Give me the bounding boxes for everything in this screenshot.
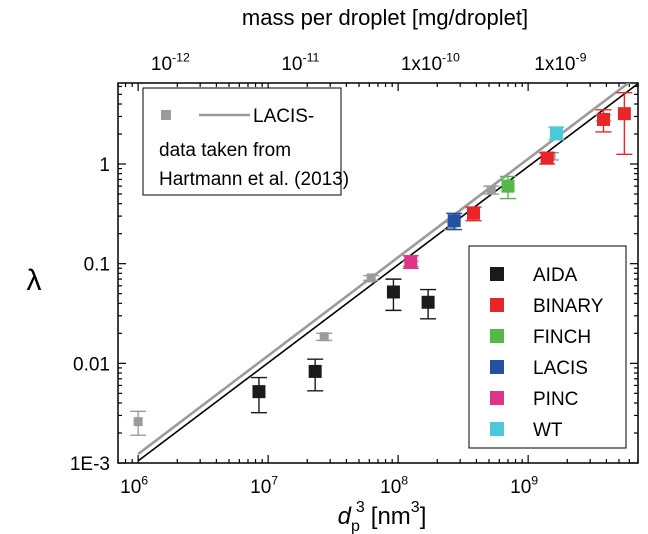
top-axis-tick-label: 10-12 [151, 50, 190, 75]
legend-label-wt: WT [533, 420, 563, 441]
binary-point [467, 206, 481, 220]
top-axis-tick-label: 1x10-9 [534, 50, 586, 75]
binary-point [540, 151, 554, 165]
top-axis-tick-label-base: 1x10 [401, 54, 442, 75]
binary-point [597, 112, 611, 126]
pinc-point [404, 255, 418, 269]
top-axis-tick-label-base: 10 [281, 54, 302, 75]
legend-label-finch: FINCH [533, 327, 591, 348]
legend: AIDA BINARY FINCH LACIS PINC WT [468, 245, 627, 449]
legend-hartmann-line2: data taken from [159, 140, 291, 161]
fit-line [137, 83, 638, 462]
legend-label-aida: AIDA [533, 265, 578, 286]
legend-marker-aida [490, 267, 504, 281]
top-axis-tick-label: 10-11 [281, 50, 319, 75]
legend-hartmann: LACIS- data taken from Hartmann et al. (… [142, 87, 349, 196]
hartmann-point [486, 185, 496, 195]
x-tick-label-exponent: 7 [271, 473, 278, 487]
x-tick-label: 108 [380, 473, 408, 498]
hartmann-point [133, 417, 143, 427]
legend-marker-lacis [490, 360, 504, 374]
y-tick-label: 0.01 [73, 354, 110, 375]
x-tick-label-exponent: 8 [401, 473, 408, 487]
x-tick-label-exponent: 9 [531, 473, 538, 487]
aida-point [308, 364, 322, 378]
aida-point [252, 385, 266, 399]
legend-marker-binary [490, 298, 504, 312]
legend-label-lacis: LACIS [533, 358, 588, 379]
x-axis-title-unit-exponent: 3 [411, 499, 420, 516]
x-tick-label-base: 10 [510, 477, 531, 498]
legend-marker-wt [490, 422, 504, 436]
lacis-point [447, 214, 461, 228]
x-tick-label: 107 [250, 473, 278, 498]
y-axis-title: λ [27, 264, 42, 297]
top-axis-ticks: 10-12 10-11 1x10-10 1x10-9 [151, 50, 587, 75]
x-axis-title-unit: [nm [371, 503, 411, 530]
x-axis-title-bracket: ] [420, 503, 427, 530]
legend-label-pinc: PINC [533, 389, 578, 410]
top-axis-tick-label-exponent: -10 [442, 50, 460, 64]
hartmann-point [366, 273, 376, 283]
y-tick-label: 1E-3 [70, 454, 110, 475]
legend-hartmann-line3: Hartmann et al. (2013) [159, 169, 349, 190]
x-tick-label: 109 [510, 473, 538, 498]
svg-text:dp3[nm3]: dp3 [nm3] [338, 499, 427, 534]
top-axis-tick-label-exponent: -9 [575, 50, 586, 64]
legend-label-binary: BINARY [533, 296, 604, 317]
instrument-data-points [250, 91, 633, 414]
aida-point [421, 295, 435, 309]
legend-hartmann-label: LACIS- [253, 106, 314, 127]
top-axis-tick-label-base: 1x10 [534, 54, 575, 75]
x-axis-title-exponent: 3 [356, 499, 365, 516]
x-tick-label-base: 10 [250, 477, 271, 498]
y-tick-label: 1 [99, 155, 110, 176]
top-axis-title: mass per droplet [mg/droplet] [242, 5, 528, 30]
x-tick-label-base: 10 [120, 477, 141, 498]
top-axis-tick-label-exponent: -11 [302, 50, 319, 64]
legend-marker-finch [490, 329, 504, 343]
y-tick-label: 0.1 [84, 255, 110, 276]
aida-point [386, 285, 400, 299]
x-axis-title: dp3 [nm3] [338, 499, 427, 534]
hartmann-point [319, 332, 329, 342]
x-axis-title-symbol: d [338, 503, 352, 530]
wt-point [549, 126, 563, 140]
binary-point [617, 107, 631, 121]
legend-marker-pinc [490, 391, 504, 405]
top-axis-tick-label: 1x10-10 [401, 50, 460, 75]
top-axis-tick-label-exponent: -12 [172, 50, 190, 64]
legend-hartmann-marker [161, 110, 171, 120]
finch-point [501, 179, 515, 193]
x-tick-label: 106 [120, 473, 148, 498]
x-tick-label-exponent: 6 [141, 473, 148, 487]
x-tick-label-base: 10 [380, 477, 401, 498]
top-axis-tick-label-base: 10 [151, 54, 172, 75]
x-axis-title-subscript: p [351, 518, 360, 534]
